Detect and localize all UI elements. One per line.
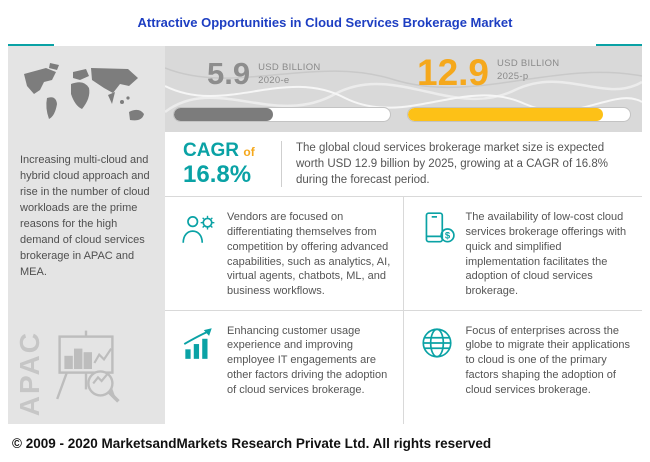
insights-grid: Vendors are focused on differentiating t… [165, 197, 642, 424]
svg-text:$: $ [444, 231, 450, 242]
cagr-section: CAGR of 16.8% The global cloud services … [165, 132, 642, 198]
market-size-2020-value: 5.9 [207, 56, 251, 91]
region-description: Increasing multi-cloud and hybrid cloud … [20, 154, 150, 278]
market-size-2025-bar [407, 107, 631, 122]
market-size-2025-year: 2025-p [497, 70, 529, 82]
insight-experience: Enhancing customer usage experience and … [165, 310, 404, 424]
cagr-description: The global cloud services brokerage mark… [296, 142, 608, 187]
insight-experience-text: Enhancing customer usage experience and … [227, 324, 388, 396]
header: Attractive Opportunities in Cloud Servic… [0, 0, 650, 44]
footer: © 2009 - 2020 MarketsandMarkets Research… [0, 424, 650, 462]
market-size-2025-bar-fill [408, 108, 604, 121]
market-size-2020-unit: USD BILLION [258, 62, 321, 73]
content-area: Increasing multi-cloud and hybrid cloud … [8, 46, 642, 424]
main-panel: 5.9 USD BILLION 2020-e 12.9 USD BILLION … [165, 46, 642, 424]
market-size-section: 5.9 USD BILLION 2020-e 12.9 USD BILLION … [165, 46, 642, 132]
region-sidebar: Increasing multi-cloud and hybrid cloud … [8, 46, 165, 424]
cagr-label: CAGR [183, 140, 239, 161]
sidebar-bottom: APAC [14, 327, 122, 416]
market-size-2020: 5.9 USD BILLION 2020-e [207, 58, 321, 89]
mobile-dollar-icon: $ [418, 210, 456, 303]
market-size-2020-bar-fill [174, 108, 274, 121]
region-label: APAC [14, 330, 45, 416]
insight-vendors-text: Vendors are focused on differentiating t… [227, 211, 391, 298]
market-size-2020-bar [173, 107, 391, 122]
market-size-2020-year: 2020-e [258, 74, 290, 86]
world-map-icon [16, 60, 157, 145]
copyright-text: © 2009 - 2020 MarketsandMarkets Research… [12, 435, 492, 451]
globe-icon [418, 324, 456, 418]
vertical-divider [281, 141, 282, 188]
insight-migration: Focus of enterprises across the globe to… [404, 311, 643, 424]
analysis-easel-icon [50, 327, 122, 416]
cagr-value: 16.8% [183, 161, 252, 188]
person-gear-icon [179, 210, 217, 303]
insight-low-cost-text: The availability of low-cost cloud servi… [465, 211, 627, 298]
market-size-2025-value: 12.9 [417, 52, 490, 93]
cagr-of-label: of [243, 145, 255, 159]
insight-migration-text: Focus of enterprises across the globe to… [465, 324, 630, 396]
growth-chart-icon [179, 324, 217, 418]
cagr-figure: CAGR of 16.8% [183, 140, 281, 188]
page-title: Attractive Opportunities in Cloud Servic… [137, 14, 513, 30]
market-size-2025: 12.9 USD BILLION 2025-p [417, 54, 559, 91]
insight-low-cost: $ The availability of low-cost cloud ser… [403, 197, 642, 311]
market-size-2025-unit: USD BILLION [497, 58, 560, 69]
insight-vendors: Vendors are focused on differentiating t… [165, 197, 404, 311]
